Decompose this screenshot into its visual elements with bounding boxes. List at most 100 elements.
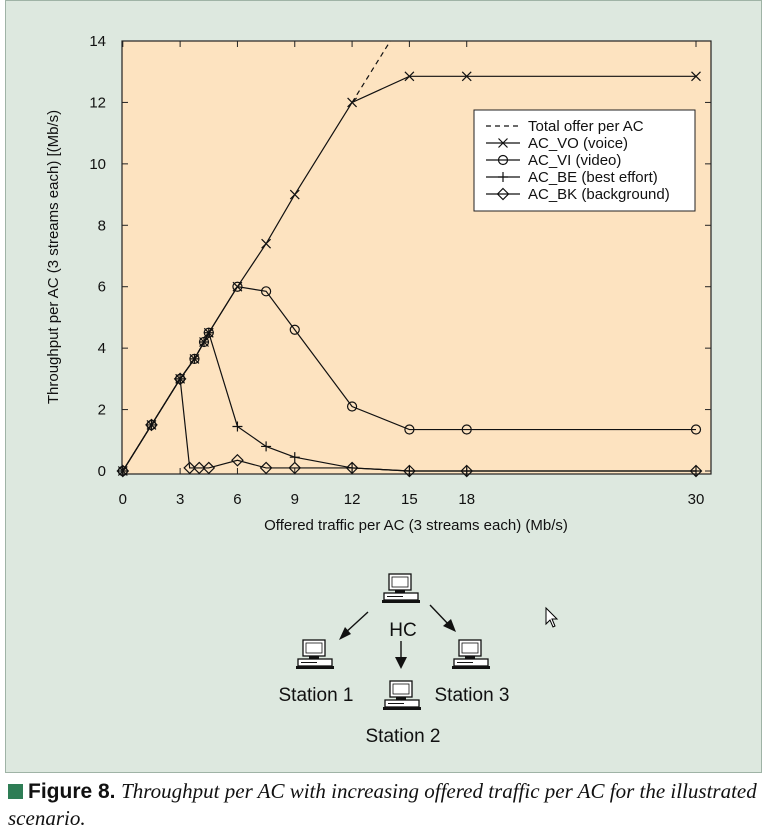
x-tick-label: 6 [233,491,241,508]
arrow-head-station-3 [443,619,456,632]
y-tick-label: 14 [89,33,106,50]
series-4-marker [202,461,216,475]
series-1-marker [691,71,701,82]
arrow-hc-to-station-1 [343,611,369,635]
station-2-computer-icon [383,680,421,710]
series-4-marker [192,461,206,475]
series-3-marker [203,327,214,338]
screen [305,642,323,654]
series-4-marker [231,453,244,467]
series-0-line [351,40,391,103]
x-tick-label: 9 [291,491,299,508]
series-4-marker [145,418,158,432]
y-tick-label: 2 [98,402,106,419]
network-diagram: HC Station 1 Station 2 Station 3 [279,573,510,747]
series-1-marker [461,71,472,82]
legend-label-2: AC_VI (video) [528,152,621,169]
series-2-marker [461,424,472,435]
x-tick-label: 12 [344,491,361,508]
mouse-cursor-icon [545,606,559,628]
series-3-marker [461,466,472,476]
y-tick-label: 8 [98,217,106,234]
series-4-marker [460,464,474,478]
series-4-marker [403,464,416,478]
series-4-marker [116,464,130,478]
series-2-marker [690,424,702,435]
x-axis-label: Offered traffic per AC (3 streams each) … [264,517,568,534]
series-3-marker [175,373,186,384]
keyboard [452,666,490,669]
y-tick-label: 10 [89,156,106,173]
series-4-marker [259,461,273,475]
legend-label-0: Total offer per AC [528,118,644,135]
x-tick-label: 30 [688,491,705,508]
series-2-marker [404,424,415,435]
arrow-hc-to-station-3 [429,604,451,627]
series-3-marker [232,421,243,432]
markers-group [116,71,703,478]
caption-square-icon [8,784,23,799]
legend-marker-1 [498,138,508,148]
keyboard [296,666,334,669]
legend-marker-2 [497,154,509,166]
series-1-marker [261,238,272,249]
station-3-computer-icon [452,639,490,669]
axis-ticks: 0 2 4 6 8 10 12 14 0 3 6 9 12 15 18 30 [89,33,711,508]
series-3-marker [261,441,272,452]
station-1-label: Station 1 [279,685,354,706]
x-tick-label: 15 [401,491,418,508]
keyboard [382,600,420,603]
screen [392,683,410,695]
series-2-marker [289,324,300,335]
monitor-stand [465,656,475,659]
station-1-computer-icon [296,639,334,669]
series-1-marker [289,189,300,200]
x-tick-label: 0 [119,491,127,508]
series-4-marker [183,461,197,475]
series-3-marker [199,337,210,347]
x-tick-label: 18 [458,491,475,508]
x-tick-label: 3 [176,491,184,508]
keyboard [383,707,421,710]
series-2-marker [232,281,243,292]
series-4-marker [173,372,187,386]
plot-area [121,40,712,475]
series-3-marker [691,466,701,476]
y-tick-label: 4 [98,340,106,357]
monitor-stand [396,697,406,700]
series-1-marker [347,97,358,108]
series-3-marker [347,462,358,473]
legend-label-4: AC_BK (background) [528,186,670,203]
series-3-marker [404,466,415,476]
series-3-marker [146,419,157,430]
hc-label: HC [389,620,416,641]
legend-marker-4 [496,187,510,201]
series-2-marker [261,286,272,297]
legend-marker-3 [498,172,508,182]
legend-label-1: AC_VO (voice) [528,135,628,152]
series-3-marker [189,353,200,364]
throughput-chart: 0 2 4 6 8 10 12 14 0 3 6 9 12 15 18 30 Offered traffic … [45,33,712,747]
screen [461,642,479,654]
screen [391,576,409,588]
monitor-stand [309,656,319,659]
caption-text: Throughput per AC with increasing offere… [8,779,757,830]
series-1-marker [404,71,415,82]
series-3-marker [117,466,128,476]
hc-computer-icon [382,573,420,603]
series-4-marker [345,461,359,475]
arrow-head-station-1 [339,627,351,640]
y-tick-label: 0 [98,463,106,480]
y-tick-label: 12 [89,94,106,111]
series-4-marker [288,461,302,475]
series-3-marker [289,452,300,463]
y-tick-label: 6 [98,279,106,296]
station-2-label: Station 2 [366,726,441,747]
figure-caption: Figure 8. Throughput per AC with increas… [8,778,758,832]
arrow-head-station-2 [395,657,407,669]
monitor-stand [395,590,405,593]
station-3-label: Station 3 [435,685,510,706]
y-axis-label: Throughput per AC (3 streams each) [(Mb/… [45,110,62,404]
legend-label-3: AC_BE (best effort) [528,169,658,186]
